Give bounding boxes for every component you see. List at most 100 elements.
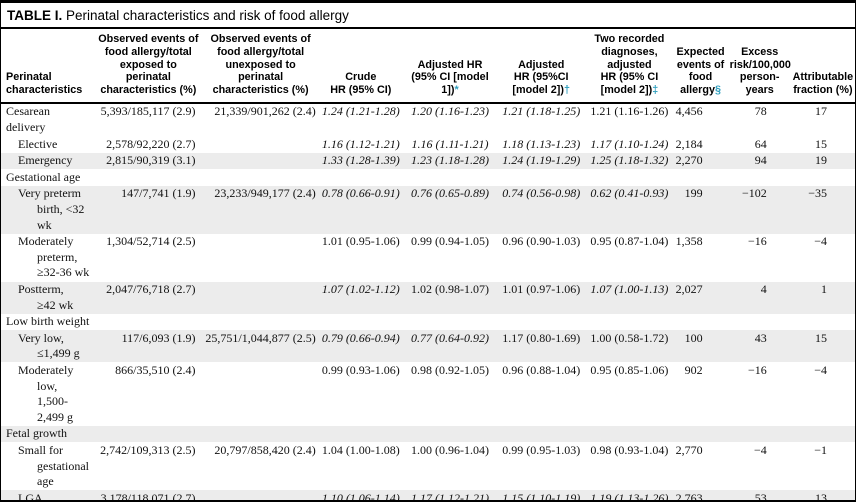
cell-exposed: 147/7,741 (1.9) (121, 186, 196, 201)
cell-two_dx: 0.95 (0.87-1.04) (590, 234, 669, 249)
cell-unexposed: 21,339/901,262 (2.4) (214, 104, 316, 119)
cell-model1: 0.99 (0.94-1.05) (411, 234, 489, 249)
column-header-crude: Crude HR (95% CI) (317, 29, 404, 104)
column-header-text: Observed events of food allergy/total un… (210, 33, 311, 97)
column-header-expected: Expected events of food allergy§ (672, 29, 729, 104)
cell-unexposed (203, 234, 317, 282)
cell-crude (318, 314, 404, 331)
cell-expected: 2,270 (675, 153, 703, 168)
cell-excess: 53 (754, 490, 767, 502)
cell-excess: 78 (754, 104, 767, 119)
cell-crude (318, 426, 404, 443)
cell-model2: 0.96 (0.90-1.03) (502, 234, 581, 249)
row-label: Low birth weight (6, 314, 90, 329)
table-row: Moderately low, 1,500-2,499 g 866/35,510 … (1, 362, 855, 425)
cell-exposed (93, 426, 203, 443)
cell-attributable: −35 (808, 186, 827, 201)
row-label: Fetal growth (6, 426, 67, 441)
table-row: Very preterm birth, <32 wk 147/7,741 (1.9… (1, 185, 855, 234)
row-label: LGA (18, 490, 43, 502)
cell-two_dx (586, 314, 672, 331)
section-row: Gestational age (1, 169, 855, 186)
cell-excess: −4 (753, 442, 767, 457)
section-row: Fetal growth (1, 425, 855, 443)
section-row: Low birth weight (1, 314, 855, 331)
cell-model1: 0.76 (0.65-0.89) (411, 186, 489, 201)
column-header-text: Expected events of food allergy (676, 45, 725, 97)
footnote-marker: * (454, 84, 459, 97)
cell-expected: 199 (684, 186, 703, 201)
cell-model1: 1.00 (0.96-1.04) (411, 442, 489, 457)
cell-crude: 0.79 (0.66-0.94) (321, 330, 400, 345)
cell-model1 (404, 314, 496, 331)
cell-exposed: 117/6,093 (1.9) (121, 330, 196, 345)
row-label: Moderately low, 1,500-2,499 g (18, 362, 74, 424)
cell-crude: 1.10 (1.06-1.14) (321, 490, 400, 502)
cell-attributable: 17 (815, 104, 827, 119)
cell-exposed: 2,815/90,319 (3.1) (106, 153, 196, 168)
table-row: Very low, ≤1,499 g 117/6,093 (1.9) 25,751/… (1, 330, 855, 363)
row-label: Emergency (18, 153, 73, 168)
row-label: Very low, ≤1,499 g (18, 330, 80, 361)
header-row: Perinatal characteristics Observed events… (1, 29, 855, 104)
cell-model2: 1.24 (1.19-1.29) (502, 153, 581, 168)
table-row: Moderately preterm, ≥32-36 wk 1,304/52,71… (1, 234, 855, 282)
footnote-marker: § (714, 84, 721, 97)
cell-model1 (404, 169, 496, 186)
cell-unexposed: 23,233/949,177 (2.4) (214, 186, 316, 201)
cell-two_dx: 0.95 (0.85-1.06) (590, 362, 669, 377)
column-header-text: Excess risk/100,000 person- years (729, 45, 791, 97)
row-label: Very preterm birth, <32 wk (18, 186, 85, 232)
cell-attributable: 1 (821, 282, 827, 297)
row-label: Gestational age (6, 169, 81, 184)
cell-crude: 0.99 (0.93-1.06) (321, 362, 400, 377)
column-header-text: Observed events of food allergy/total ex… (98, 33, 199, 97)
cell-exposed: 866/35,510 (2.4) (115, 362, 196, 377)
cell-attributable: −4 (814, 234, 827, 249)
column-header-text: Adjusted HR (95% CI [model 1]) (411, 58, 489, 97)
cell-attributable (791, 169, 855, 186)
cell-unexposed (203, 314, 317, 331)
footnote-marker: † (564, 84, 571, 97)
table-row: Elective 2,578/92,220 (2.7) 1.16 (1.12-1.2… (1, 136, 855, 153)
cell-expected: 100 (684, 330, 703, 345)
cell-model2: 1.15 (1.10-1.19) (502, 490, 581, 502)
table-body: Cesarean delivery 5,393/185,117 (2.9) 21,3… (1, 103, 855, 502)
column-header-label: Perinatal characteristics (1, 29, 94, 104)
cell-attributable: 19 (815, 153, 827, 168)
table-row: Postterm, ≥42 wk 2,047/76,718 (2.7) 1.07 (… (1, 281, 855, 314)
cell-exposed: 3,178/118,071 (2.7) (100, 490, 196, 502)
cell-expected (673, 169, 729, 186)
table-row: Small for gestational age 2,742/109,313 (… (1, 442, 855, 490)
row-label: Small for gestational age (18, 442, 89, 489)
cell-expected (673, 314, 729, 331)
cell-exposed: 2,578/92,220 (2.7) (106, 136, 196, 151)
cell-unexposed (203, 362, 317, 425)
cell-model2: 1.01 (0.97-1.06) (502, 282, 581, 297)
cell-expected: 2,770 (675, 442, 703, 457)
cell-model2 (496, 426, 586, 443)
cell-excess: 94 (754, 153, 767, 168)
column-header-text: Adjusted HR (95%CI [model 2]) (512, 58, 569, 97)
column-header-unexposed: Observed events of food allergy/total un… (203, 29, 318, 104)
cell-model1: 1.16 (1.11-1.21) (411, 136, 489, 151)
cell-crude (318, 169, 404, 186)
cell-crude: 1.07 (1.02-1.12) (321, 282, 400, 297)
cell-model2: 0.96 (0.88-1.04) (502, 362, 581, 377)
cell-model1: 1.17 (1.12-1.21) (411, 490, 489, 502)
cell-attributable (791, 314, 855, 331)
cell-two_dx: 1.19 (1.13-1.26) (590, 490, 669, 502)
cell-attributable: −4 (814, 362, 827, 377)
cell-attributable: −1 (814, 442, 827, 457)
cell-attributable: 13 (815, 490, 827, 502)
cell-two_dx: 1.07 (1.00-1.13) (590, 282, 669, 297)
cell-excess: 43 (754, 330, 767, 345)
cell-expected: 902 (684, 362, 703, 377)
cell-two_dx (586, 169, 672, 186)
cell-two_dx: 1.21 (1.16-1.26) (590, 104, 669, 119)
cell-expected (673, 426, 729, 443)
cell-crude: 1.01 (0.95-1.06) (321, 234, 400, 249)
column-header-text: Attributable fraction (%) (792, 71, 854, 97)
cell-model1 (404, 426, 496, 443)
cell-crude: 1.16 (1.12-1.21) (321, 136, 400, 151)
